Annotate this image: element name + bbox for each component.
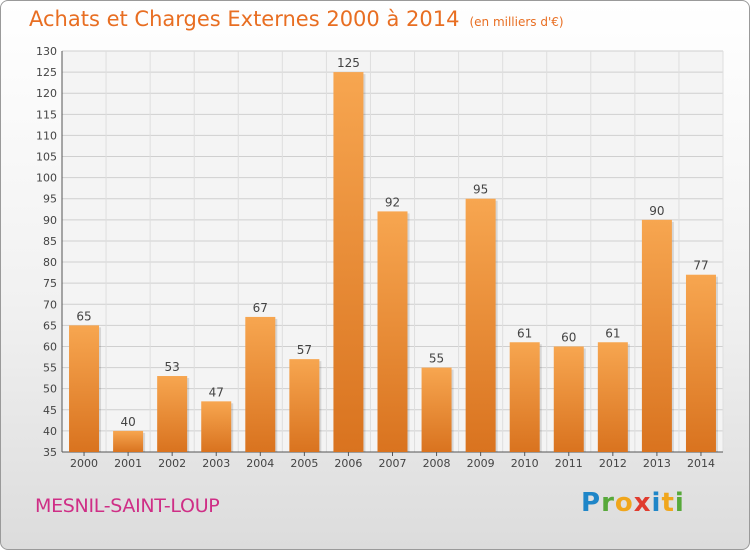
commune-name: MESNIL-SAINT-LOUP — [35, 495, 220, 517]
y-tick-label: 115 — [36, 108, 57, 121]
x-tick-label: 2001 — [114, 457, 142, 470]
data-label: 40 — [120, 415, 135, 429]
data-label: 90 — [649, 204, 664, 218]
data-label: 60 — [561, 330, 576, 344]
bar — [69, 325, 100, 452]
data-label: 55 — [429, 352, 444, 366]
data-label: 77 — [693, 259, 708, 273]
y-tick-label: 75 — [43, 277, 57, 290]
bar — [377, 211, 408, 452]
y-tick-label: 40 — [43, 425, 57, 438]
y-tick-label: 85 — [43, 235, 57, 248]
y-tick-label: 120 — [36, 87, 57, 100]
x-tick-label: 2012 — [599, 457, 627, 470]
chart-title: Achats et Charges Externes 2000 à 2014 (e… — [29, 7, 564, 31]
y-tick-label: 105 — [36, 151, 57, 164]
x-tick-label: 2003 — [202, 457, 230, 470]
y-tick-label: 60 — [43, 340, 57, 353]
chart-title-text: Achats et Charges Externes 2000 à 2014 — [29, 7, 460, 31]
data-label: 67 — [253, 301, 268, 315]
x-tick-label: 2011 — [555, 457, 583, 470]
x-tick-label: 2009 — [467, 457, 495, 470]
x-tick-label: 2002 — [158, 457, 186, 470]
x-tick-label: 2000 — [70, 457, 98, 470]
x-tick-label: 2004 — [246, 457, 274, 470]
y-tick-label: 95 — [43, 193, 57, 206]
bar — [553, 346, 584, 452]
data-label: 92 — [385, 195, 400, 209]
x-tick-label: 2010 — [511, 457, 539, 470]
bar — [685, 274, 716, 452]
axes: 35 40 45 50 55 60 65 70 75 80 85 90 95 100 105 110 115 12… — [36, 45, 723, 470]
bar — [245, 316, 276, 452]
bar — [597, 342, 628, 452]
bar — [509, 342, 540, 452]
x-tick-label: 2007 — [379, 457, 407, 470]
y-tick-label: 90 — [43, 214, 57, 227]
data-label: 95 — [473, 183, 488, 197]
proxiti-logo: Proxiti — [581, 488, 685, 518]
y-tick-label: 80 — [43, 256, 57, 269]
bar — [157, 376, 188, 452]
bar — [113, 430, 144, 452]
y-tick-label: 125 — [36, 66, 57, 79]
y-tick-label: 100 — [36, 172, 57, 185]
bar — [421, 367, 452, 452]
x-tick-label: 2006 — [334, 457, 362, 470]
data-label: 47 — [209, 385, 224, 399]
bar — [289, 359, 320, 452]
bar — [465, 198, 496, 452]
y-tick-label: 110 — [36, 129, 57, 142]
y-tick-label: 65 — [43, 319, 57, 332]
bar — [201, 401, 232, 452]
x-tick-label: 2014 — [687, 457, 715, 470]
x-tick-label: 2008 — [423, 457, 451, 470]
y-tick-label: 45 — [43, 404, 57, 417]
data-label: 61 — [517, 326, 532, 340]
bar — [641, 219, 672, 452]
y-tick-label: 35 — [43, 446, 57, 459]
y-tick-label: 50 — [43, 383, 57, 396]
y-tick-label: 130 — [36, 45, 57, 58]
data-label: 53 — [165, 360, 180, 374]
data-label: 61 — [605, 326, 620, 340]
y-tick-label: 70 — [43, 298, 57, 311]
chart-subtitle: (en milliers d'€) — [469, 15, 564, 29]
data-labels-group: 65 40 53 47 67 57 125 92 55 95 61 60 61 90 77 — [76, 56, 708, 429]
y-tick-label: 55 — [43, 362, 57, 375]
data-label: 65 — [76, 309, 91, 323]
x-tick-label: 2005 — [290, 457, 318, 470]
x-tick-label: 2013 — [643, 457, 671, 470]
bars-group — [69, 72, 718, 453]
bar — [333, 72, 364, 453]
data-label: 125 — [337, 56, 360, 70]
data-label: 57 — [297, 343, 312, 357]
